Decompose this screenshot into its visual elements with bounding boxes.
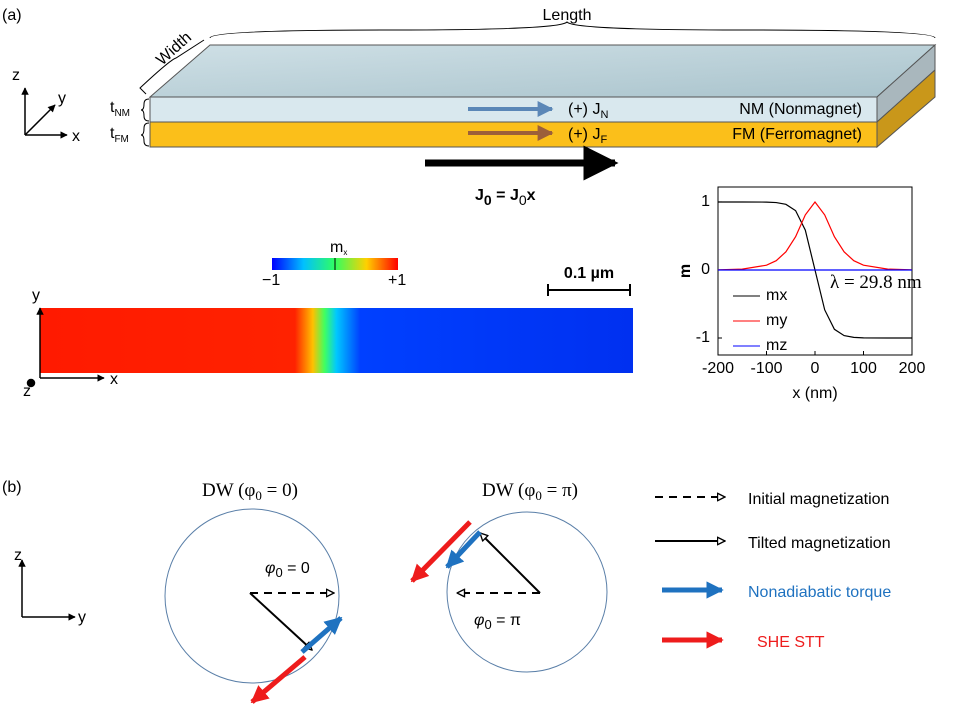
annotation: λ = 29.8 nm xyxy=(830,272,922,293)
xyz-axes xyxy=(21,87,68,139)
legend-text: Nonadiabatic torque xyxy=(748,584,891,601)
total-current: J0 = J0x xyxy=(475,187,536,208)
y-tick-label: 1 xyxy=(701,193,710,210)
wire-x: x xyxy=(110,371,118,388)
nonadiabatic-right xyxy=(445,530,482,569)
x-tick-label: -100 xyxy=(750,360,782,377)
axis-z: z xyxy=(14,547,22,564)
colorbar-label: mx xyxy=(330,239,347,257)
thickness-braces xyxy=(140,98,150,147)
she-right xyxy=(410,520,472,583)
y-tick-label: -1 xyxy=(696,329,710,346)
dw-circle-left xyxy=(164,508,340,684)
legend-label: mx xyxy=(766,287,787,304)
scale-bar-label: 0.1 µm xyxy=(564,265,614,282)
length-label: Length xyxy=(543,7,592,24)
width-brace xyxy=(139,39,205,95)
axis-z: z xyxy=(12,67,20,84)
panel-label: (b) xyxy=(2,479,22,496)
legend-label: my xyxy=(766,312,787,329)
legend-text: Initial magnetization xyxy=(748,491,889,508)
y-tick-label: 0 xyxy=(701,261,710,278)
legend-text: Tilted magnetization xyxy=(748,535,891,552)
axis-y: y xyxy=(58,90,66,107)
slab-top xyxy=(148,44,937,98)
legend-label: mz xyxy=(766,337,787,354)
axis-y: y xyxy=(78,609,86,626)
zy-axes xyxy=(18,559,76,621)
fm-label: FM (Ferromagnet) xyxy=(732,126,862,143)
x-tick-label: 200 xyxy=(899,360,926,377)
t-fm: tFM xyxy=(110,125,129,145)
wire-z: z xyxy=(23,383,31,400)
panel-a: (a) Length Width z y x tNM tFM (+) JN (+… xyxy=(2,7,937,400)
wire-axes xyxy=(26,307,105,388)
current-f: (+) JF xyxy=(568,126,607,146)
phi-left: φ0 = 0 xyxy=(265,560,310,580)
dw-right-title: DW (φ0 = π) xyxy=(482,480,578,503)
x-tick-label: 0 xyxy=(811,360,820,377)
wire-y: y xyxy=(32,287,40,304)
current-n: (+) JN xyxy=(568,101,608,121)
she-left xyxy=(250,655,307,704)
axis-x: x xyxy=(72,128,80,145)
panel-b: (b) z y DW (φ0 = 0) DW (φ0 = π) φ0 = 0 φ… xyxy=(2,479,891,704)
tilted-right xyxy=(480,533,541,594)
colorbar-max: +1 xyxy=(388,272,406,289)
dw-circle-right xyxy=(446,511,608,673)
x-tick-label: 100 xyxy=(850,360,877,377)
nm-label: NM (Nonmagnet) xyxy=(739,101,862,118)
y-axis-label: m xyxy=(677,264,694,278)
legend-text: SHE STT xyxy=(757,634,825,651)
panel-label: (a) xyxy=(2,7,22,24)
length-brace xyxy=(209,21,936,39)
wire-magnetization xyxy=(40,308,633,373)
t-nm: tNM xyxy=(110,99,130,119)
scale-bar xyxy=(547,284,631,296)
dw-left-title: DW (φ0 = 0) xyxy=(202,480,298,503)
colorbar-min: −1 xyxy=(262,272,280,289)
phi-right: φ0 = π xyxy=(474,612,521,632)
series-line xyxy=(717,200,913,271)
x-axis-label: x (nm) xyxy=(792,385,837,402)
x-tick-label: -200 xyxy=(702,360,734,377)
nonadiabatic-left xyxy=(300,616,343,654)
profile-chart: m x (nm) λ = 29.8 nm -200 -100 0 100 200 -1 0 1… xyxy=(677,186,926,402)
tilted-left xyxy=(249,592,312,650)
